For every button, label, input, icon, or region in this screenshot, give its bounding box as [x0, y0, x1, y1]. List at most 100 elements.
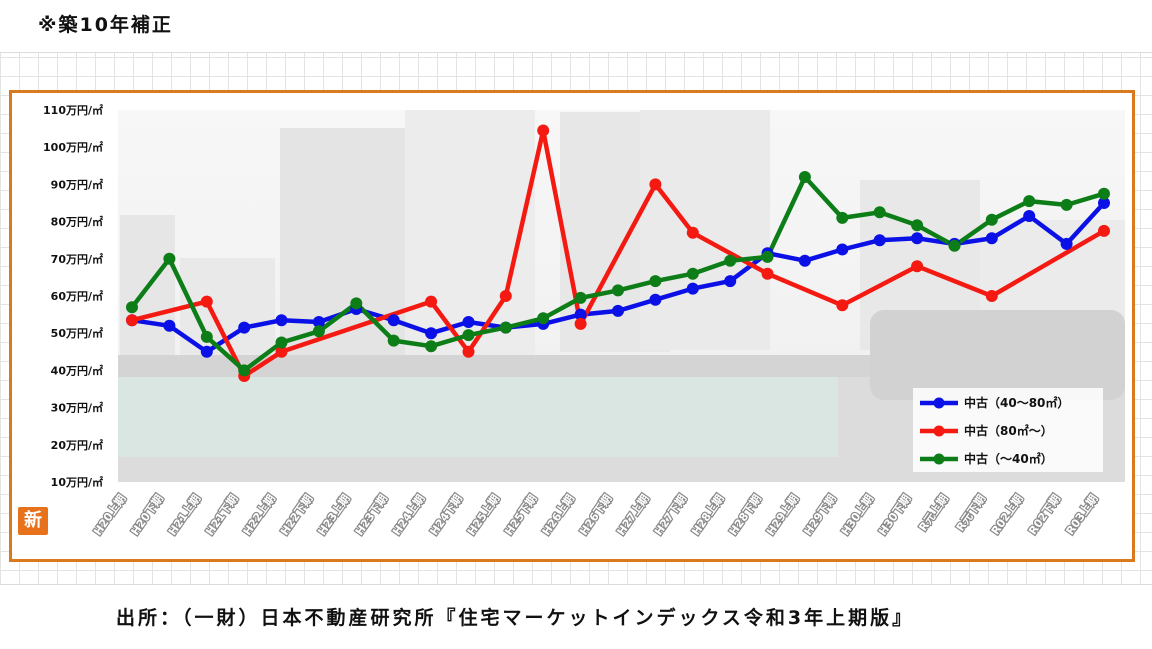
footer-band	[0, 584, 1152, 649]
data-point	[686, 282, 699, 295]
data-point	[126, 314, 138, 327]
x-tick-label: H22上期	[240, 492, 278, 538]
data-point	[761, 267, 774, 280]
data-point	[836, 211, 849, 224]
x-tick-label: R02上期	[988, 492, 1026, 538]
data-point	[612, 284, 624, 297]
data-point	[873, 234, 886, 247]
x-tick-label: R元下期	[953, 492, 988, 534]
legend-label: 中古（40～80㎡）	[964, 395, 1069, 410]
data-point	[275, 345, 288, 358]
data-point	[126, 301, 138, 314]
data-point	[798, 254, 811, 267]
data-point	[238, 364, 251, 377]
data-point	[1098, 187, 1110, 200]
data-point	[312, 325, 325, 338]
data-point	[499, 290, 512, 302]
x-tick-label: H28上期	[688, 492, 726, 538]
x-tick-label: H27下期	[651, 492, 689, 538]
data-point	[1023, 195, 1036, 208]
x-tick-label: H25上期	[464, 492, 502, 538]
data-point	[612, 304, 624, 317]
data-point	[312, 316, 325, 328]
data-point	[537, 124, 550, 137]
data-point	[798, 171, 811, 183]
data-point	[425, 340, 438, 353]
x-tick-label: H23下期	[352, 492, 390, 538]
legend-swatch-dot	[933, 425, 945, 437]
y-tick-label: 90万円/㎡	[51, 177, 103, 191]
series-points	[126, 124, 1110, 382]
data-point	[985, 290, 998, 302]
y-axis: 10万円/㎡ 20万円/㎡ 30万円/㎡ 40万円/㎡ 50万円/㎡ 60万円/㎡ 70万円…	[43, 103, 103, 489]
data-point	[724, 275, 737, 288]
y-tick-label: 70万円/㎡	[51, 252, 103, 266]
data-point	[911, 260, 924, 273]
y-tick-label: 100万円/㎡	[43, 140, 103, 154]
y-tick-label: 60万円/㎡	[51, 289, 103, 303]
x-tick-label: R02下期	[1025, 492, 1063, 538]
data-point	[911, 232, 924, 245]
x-tick-label: H20上期	[90, 492, 128, 538]
data-point	[238, 321, 251, 334]
data-point	[275, 336, 288, 349]
data-point	[873, 206, 886, 219]
x-tick-label: R03上期	[1063, 492, 1101, 538]
y-tick-label: 80万円/㎡	[51, 215, 103, 229]
correction-note: ※築10年補正	[38, 14, 173, 36]
data-point	[462, 329, 475, 342]
logo-icon: 新	[18, 507, 48, 535]
data-point	[1023, 210, 1036, 222]
source-citation: 出所：（一財）日本不動産研究所『住宅マーケットインデックス令和3年上期版』	[116, 607, 915, 629]
data-point	[985, 213, 998, 226]
data-point	[350, 297, 363, 310]
legend-label: 中古（～40㎡）	[964, 451, 1053, 466]
data-point	[275, 314, 288, 327]
x-tick-label: H24上期	[389, 492, 427, 538]
data-point	[200, 330, 213, 343]
data-point	[200, 345, 213, 358]
x-tick-label: H29上期	[763, 492, 801, 538]
x-tick-label: H30上期	[838, 492, 876, 538]
data-point	[1098, 197, 1110, 209]
series-line-1	[131, 128, 1106, 379]
x-tick-label: R元上期	[916, 492, 951, 534]
x-tick-label: H21上期	[165, 492, 203, 538]
data-point	[425, 295, 438, 308]
x-tick-label: H21下期	[202, 492, 240, 538]
data-point	[200, 295, 213, 308]
legend-swatch-dot	[933, 453, 945, 465]
legend-label: 中古（80㎡～）	[964, 423, 1053, 438]
data-point	[686, 226, 699, 239]
x-tick-label: H30下期	[875, 492, 913, 538]
data-point	[425, 327, 438, 340]
data-point	[537, 312, 550, 325]
x-tick-label: H24下期	[427, 492, 465, 538]
x-tick-label: H29下期	[801, 492, 839, 538]
x-tick-label: H26下期	[576, 492, 614, 538]
data-point	[1060, 198, 1073, 211]
data-point	[499, 321, 512, 334]
x-tick-label: H25下期	[502, 492, 540, 538]
data-point	[948, 239, 961, 252]
data-point	[761, 250, 774, 263]
data-point	[574, 308, 587, 321]
data-point	[163, 252, 176, 265]
data-point	[911, 219, 924, 232]
data-point	[836, 299, 849, 312]
y-tick-label: 30万円/㎡	[51, 401, 103, 415]
data-point	[724, 254, 737, 267]
data-point	[985, 232, 998, 245]
data-point	[462, 345, 475, 358]
data-point	[574, 291, 587, 304]
legend: 中古（40～80㎡） 中古（80㎡～） 中古（～40㎡）	[913, 388, 1103, 472]
data-point	[649, 178, 662, 191]
header-band	[0, 0, 1152, 53]
x-tick-label: H22下期	[277, 492, 315, 538]
data-point	[163, 319, 176, 332]
data-point	[836, 243, 849, 256]
data-point	[1060, 237, 1073, 250]
y-tick-label: 110万円/㎡	[43, 103, 103, 117]
data-point	[649, 275, 662, 288]
x-tick-label: H27上期	[614, 492, 652, 538]
